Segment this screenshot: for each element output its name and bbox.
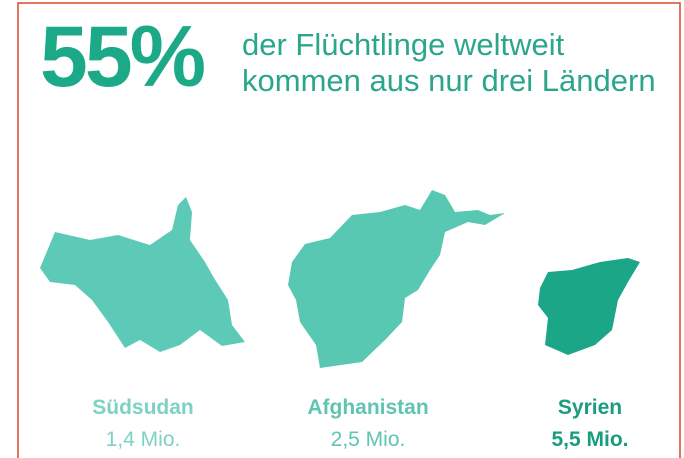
country-value: 1,4 Mio. bbox=[106, 428, 181, 451]
syria-shape bbox=[538, 258, 640, 355]
frame bbox=[17, 2, 681, 458]
headline-percentage: 55% bbox=[40, 9, 205, 105]
country-name: Südsudan bbox=[92, 396, 194, 419]
country-name: Afghanistan bbox=[307, 396, 428, 419]
country-value: 2,5 Mio. bbox=[331, 428, 406, 451]
headline-line: kommen aus nur drei Ländern bbox=[242, 63, 656, 98]
afghanistan-shape bbox=[288, 190, 505, 368]
south-sudan-shape bbox=[40, 197, 245, 352]
country-name: Syrien bbox=[558, 396, 622, 419]
headline-line: der Flüchtlinge weltweit bbox=[242, 27, 565, 62]
country-value: 5,5 Mio. bbox=[551, 428, 628, 451]
